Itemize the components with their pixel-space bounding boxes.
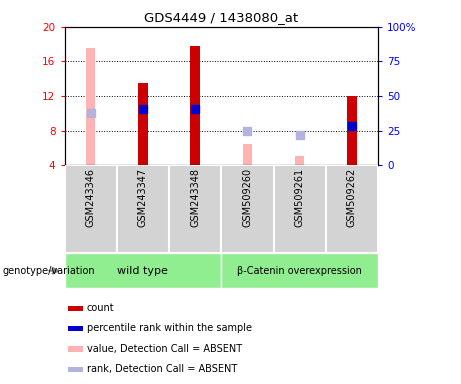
Bar bbox=[347, 96, 357, 165]
Point bbox=[139, 106, 147, 112]
Text: count: count bbox=[87, 303, 114, 313]
Bar bbox=[190, 46, 200, 165]
Bar bbox=[221, 253, 378, 288]
Text: value, Detection Call = ABSENT: value, Detection Call = ABSENT bbox=[87, 344, 242, 354]
Bar bbox=[169, 165, 221, 253]
Text: GSM243346: GSM243346 bbox=[86, 168, 96, 227]
Bar bbox=[117, 165, 169, 253]
Bar bbox=[68, 326, 83, 331]
Bar bbox=[68, 306, 83, 311]
Bar bbox=[68, 367, 83, 372]
Bar bbox=[295, 157, 304, 165]
Text: percentile rank within the sample: percentile rank within the sample bbox=[87, 323, 252, 333]
Bar bbox=[138, 83, 148, 165]
Point bbox=[296, 132, 303, 138]
Text: GSM243347: GSM243347 bbox=[138, 168, 148, 227]
Bar bbox=[65, 253, 221, 288]
Text: wild type: wild type bbox=[118, 266, 168, 276]
Title: GDS4449 / 1438080_at: GDS4449 / 1438080_at bbox=[144, 11, 298, 24]
Text: β-Catenin overexpression: β-Catenin overexpression bbox=[237, 266, 362, 276]
Text: GSM509260: GSM509260 bbox=[242, 168, 253, 227]
Text: GSM509261: GSM509261 bbox=[295, 168, 305, 227]
Bar bbox=[68, 346, 83, 351]
Bar bbox=[273, 165, 326, 253]
Text: GSM509262: GSM509262 bbox=[347, 168, 357, 227]
Bar bbox=[242, 144, 252, 165]
Point bbox=[191, 106, 199, 112]
Text: rank, Detection Call = ABSENT: rank, Detection Call = ABSENT bbox=[87, 364, 237, 374]
Text: GSM243348: GSM243348 bbox=[190, 168, 200, 227]
Point bbox=[348, 123, 355, 129]
Point bbox=[244, 127, 251, 134]
Bar bbox=[65, 165, 117, 253]
Point bbox=[87, 110, 95, 116]
Text: genotype/variation: genotype/variation bbox=[2, 266, 95, 276]
Bar bbox=[86, 48, 95, 165]
Bar bbox=[221, 165, 273, 253]
Bar bbox=[326, 165, 378, 253]
